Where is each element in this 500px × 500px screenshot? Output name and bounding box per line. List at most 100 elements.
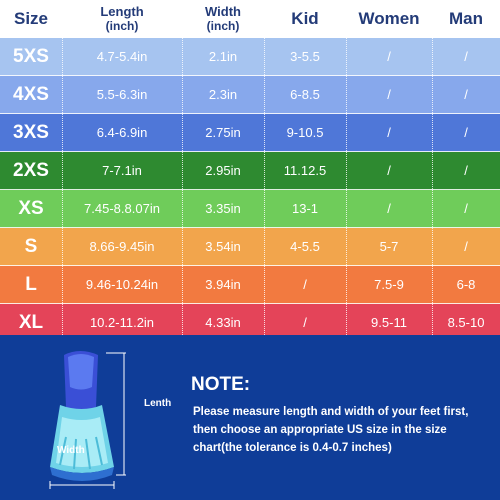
width-cell: 3.35in (205, 201, 241, 216)
kid-cell: 13-1 (291, 201, 319, 216)
length-cell: 10.2-11.2in (89, 315, 155, 330)
column-divider (264, 76, 265, 113)
header-width-label: Width (205, 4, 241, 19)
table-row: L 9.46-10.24in 3.94in / 7.5-9 6-8 (0, 266, 500, 304)
note-line: Please measure length and width of your … (193, 406, 469, 418)
man-cell: / (464, 87, 468, 102)
width-cell: 4.33in (205, 315, 241, 330)
column-divider (346, 304, 347, 341)
column-divider (432, 76, 433, 113)
column-divider (264, 38, 265, 75)
width-label: Width (57, 445, 85, 456)
table-row: 2XS 7-7.1in 2.95in 11.12.5 / / (0, 152, 500, 190)
women-cell: / (387, 125, 391, 140)
column-divider (346, 152, 347, 189)
length-cell: 8.66-9.45in (89, 239, 155, 254)
length-cell: 6.4-6.9in (96, 125, 148, 140)
column-divider (264, 152, 265, 189)
kid-cell: 9-10.5 (286, 125, 324, 140)
table-row: 4XS 5.5-6.3in 2.3in 6-8.5 / / (0, 76, 500, 114)
women-cell: / (387, 87, 391, 102)
column-divider (182, 38, 183, 75)
column-divider (432, 266, 433, 303)
size-cell: L (25, 273, 37, 295)
column-divider (432, 304, 433, 341)
kid-cell: 4-5.5 (290, 239, 320, 254)
column-divider (62, 38, 63, 75)
header-width-unit: (inch) (206, 19, 240, 33)
header-kid: Kid (291, 9, 319, 28)
man-cell: 8.5-10 (447, 315, 485, 330)
column-divider (346, 190, 347, 227)
column-divider (346, 228, 347, 265)
man-cell: / (464, 201, 468, 216)
column-divider (346, 114, 347, 151)
man-cell: / (464, 125, 468, 140)
column-divider (62, 152, 63, 189)
kid-cell: / (303, 277, 307, 292)
column-divider (182, 304, 183, 341)
column-divider (62, 190, 63, 227)
man-cell: / (464, 49, 468, 64)
column-divider (62, 76, 63, 113)
size-cell: 2XS (13, 159, 49, 181)
man-cell: / (464, 163, 468, 178)
column-divider (346, 266, 347, 303)
man-cell: 6-8 (456, 277, 476, 292)
swim-fin-illustration (49, 351, 126, 489)
width-cell: 3.94in (205, 277, 241, 292)
women-cell: 5-7 (379, 239, 399, 254)
column-divider (432, 38, 433, 75)
note-title: NOTE: (191, 374, 251, 395)
size-cell: 4XS (13, 83, 49, 105)
table-row: XS 7.45-8.8.07in 3.35in 13-1 / / (0, 190, 500, 228)
header-man: Man (449, 9, 483, 28)
size-cell: XS (18, 197, 44, 219)
size-cell: S (24, 235, 38, 257)
width-cell: 2.75in (205, 125, 241, 140)
table-row: S 8.66-9.45in 3.54in 4-5.5 5-7 / (0, 228, 500, 266)
column-divider (264, 228, 265, 265)
header-women: Women (358, 9, 420, 28)
header-length-unit: (inch) (105, 19, 139, 33)
header-length-label: Length (100, 4, 144, 19)
women-cell: / (387, 163, 391, 178)
size-cell: 5XS (13, 45, 49, 67)
column-divider (432, 228, 433, 265)
note-text: Please measure length and width of your … (193, 403, 493, 457)
length-cell: 7.45-8.8.07in (84, 201, 160, 216)
column-divider (264, 114, 265, 151)
kid-cell: / (303, 315, 307, 330)
column-divider (62, 228, 63, 265)
table-row: 3XS 6.4-6.9in 2.75in 9-10.5 / / (0, 114, 500, 152)
column-divider (264, 266, 265, 303)
size-cell: XL (18, 311, 44, 333)
column-divider (62, 266, 63, 303)
size-cell: 3XS (13, 121, 49, 143)
column-divider (182, 228, 183, 265)
column-divider (182, 114, 183, 151)
women-cell: 7.5-9 (374, 277, 404, 292)
column-divider (62, 114, 63, 151)
width-cell: 3.54in (205, 239, 241, 254)
length-label: Lenth (144, 398, 172, 409)
column-divider (432, 190, 433, 227)
women-cell: 9.5-11 (371, 315, 407, 330)
man-cell: / (464, 239, 468, 254)
kid-cell: 11.12.5 (283, 163, 327, 178)
column-divider (182, 266, 183, 303)
header-length: Length (inch) (62, 0, 182, 38)
table-header: Size Length (inch) Width (inch) Kid Wome… (0, 0, 500, 38)
width-cell: 2.1in (208, 49, 238, 64)
length-cell: 5.5-6.3in (96, 87, 148, 102)
women-cell: / (387, 49, 391, 64)
column-divider (182, 152, 183, 189)
kid-cell: 3-5.5 (290, 49, 320, 64)
table-row: 5XS 4.7-5.4in 2.1in 3-5.5 / / (0, 38, 500, 76)
women-cell: / (387, 201, 391, 216)
width-cell: 2.3in (208, 87, 238, 102)
column-divider (432, 152, 433, 189)
width-cell: 2.95in (205, 163, 241, 178)
column-divider (182, 190, 183, 227)
